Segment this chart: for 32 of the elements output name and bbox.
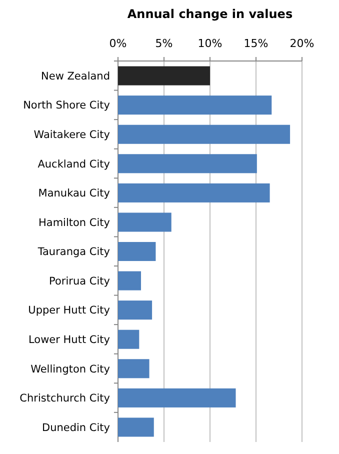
bar bbox=[118, 300, 152, 320]
bar bbox=[118, 359, 150, 378]
x-tick-label: 20% bbox=[290, 37, 314, 50]
bar bbox=[118, 388, 236, 408]
x-tick-label: 10% bbox=[198, 37, 222, 50]
x-tick-label: 15% bbox=[244, 37, 268, 50]
y-tick-label: Dunedin City bbox=[42, 422, 110, 434]
bar bbox=[118, 330, 140, 349]
bar bbox=[118, 154, 257, 174]
y-tick-label: Manukau City bbox=[38, 188, 110, 200]
bar bbox=[118, 124, 290, 144]
bar bbox=[118, 242, 156, 262]
y-tick-label: Tauranga City bbox=[36, 246, 110, 258]
y-tick-label: Auckland City bbox=[38, 158, 110, 170]
bar bbox=[118, 212, 172, 232]
y-tick-label: Upper Hutt City bbox=[28, 304, 110, 317]
y-tick-label: Hamilton City bbox=[38, 216, 110, 229]
bar bbox=[118, 66, 210, 86]
y-tick-label: North Shore City bbox=[23, 100, 110, 112]
bar bbox=[118, 183, 270, 202]
x-tick-label: 5% bbox=[155, 37, 173, 50]
y-tick-label: Waitakere City bbox=[34, 129, 110, 142]
y-tick-label: Porirua City bbox=[49, 275, 110, 288]
x-tick-label: 0% bbox=[109, 37, 127, 50]
bar bbox=[118, 418, 154, 437]
chart-title: Annual change in values bbox=[127, 7, 293, 21]
y-tick-label: Wellington City bbox=[30, 363, 110, 376]
y-tick-label: Christchurch City bbox=[20, 392, 110, 405]
y-tick-label: New Zealand bbox=[41, 70, 110, 82]
bar bbox=[118, 96, 272, 115]
bar bbox=[118, 271, 141, 290]
y-tick-label: Lower Hutt City bbox=[28, 334, 110, 346]
